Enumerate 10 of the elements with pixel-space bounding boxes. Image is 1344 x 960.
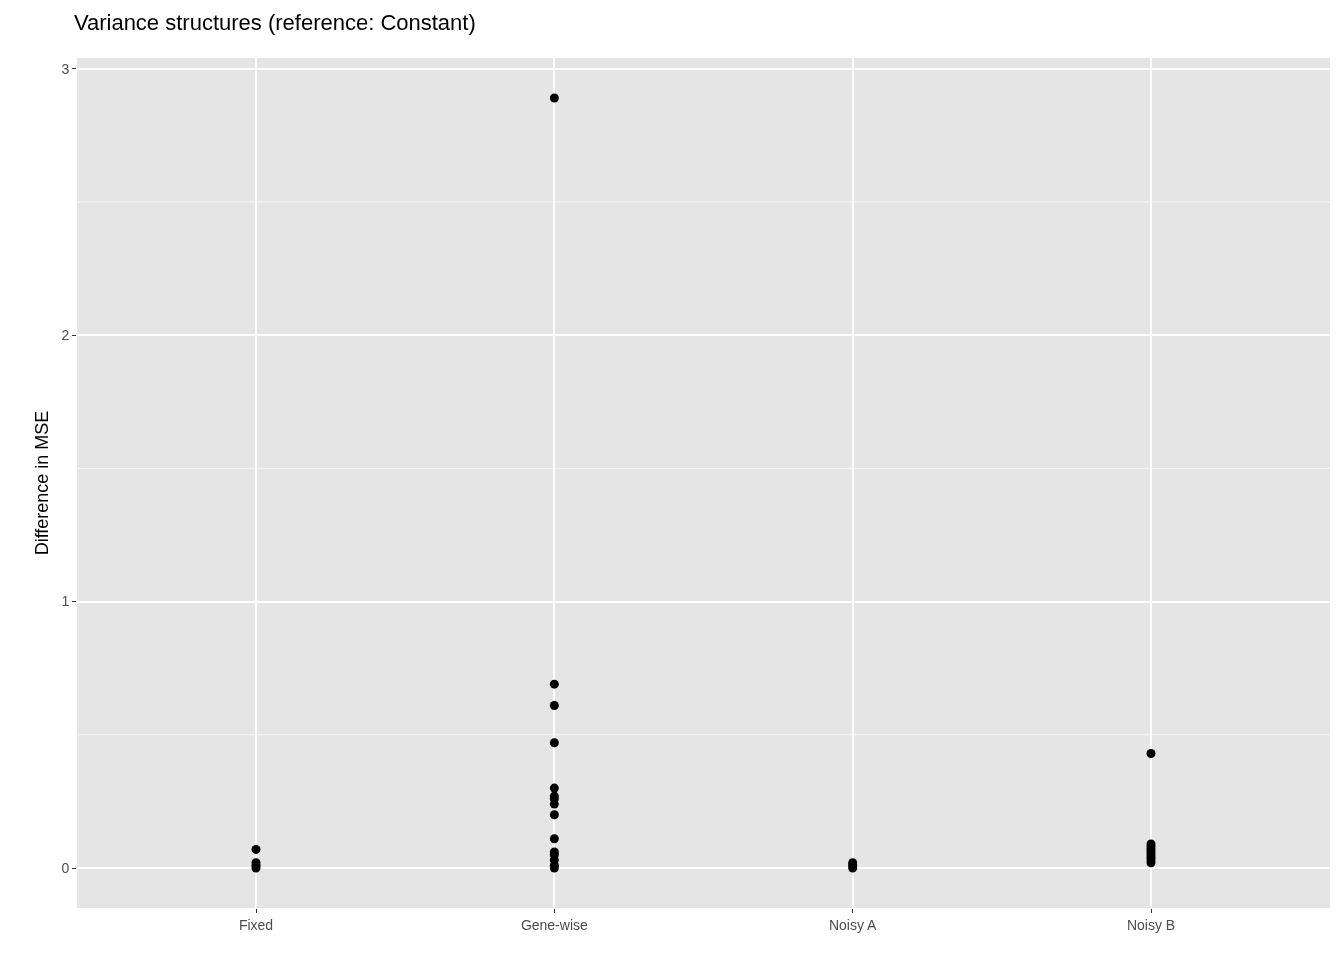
y-tick-label: 3 (61, 60, 70, 77)
y-tick-label: 2 (61, 327, 70, 344)
y-axis-title: Difference in MSE (31, 410, 52, 556)
x-tick-label: Noisy A (828, 916, 878, 933)
y-tick-label: 1 (61, 593, 70, 610)
y-tick-label: 0 (61, 859, 70, 876)
x-tick-label: Fixed (238, 916, 274, 933)
x-tick-label: Gene-wise (520, 916, 588, 933)
x-tick-label: Noisy B (1126, 916, 1176, 933)
chart-title: Variance structures (reference: Constant) (73, 9, 476, 35)
